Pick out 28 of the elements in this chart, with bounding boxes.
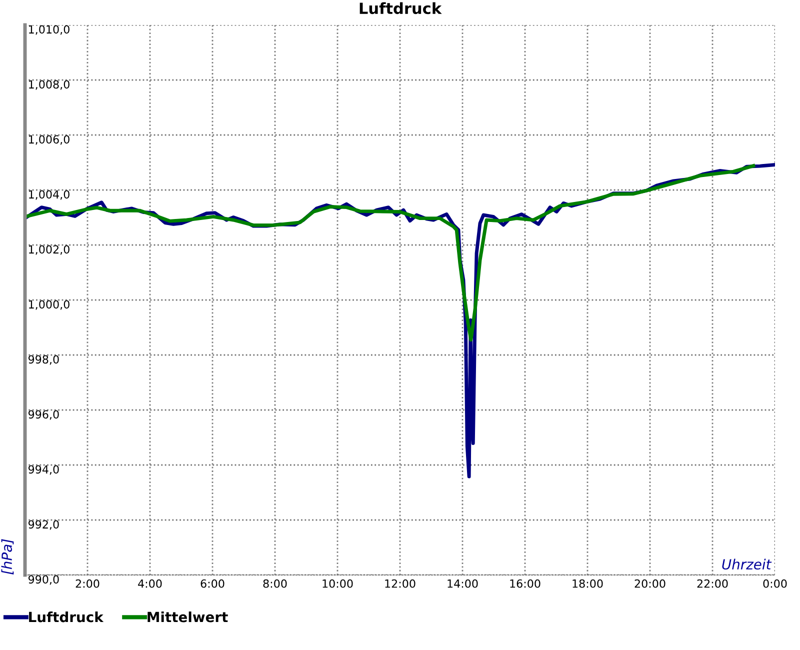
y-tick-label: 998,0	[28, 355, 59, 365]
y-tick-label: 1,002,0	[29, 245, 70, 255]
chart-title: Luftdruck	[360, 2, 442, 14]
x-tick-label: 14:00	[448, 579, 478, 588]
legend-label: Mittelwert	[148, 612, 228, 622]
y-tick-label: 990,0	[28, 575, 59, 585]
x-tick-label: 16:00	[510, 579, 540, 588]
y-tick-label: 1,010,0	[29, 25, 70, 35]
x-axis-title: Uhrzeit	[722, 558, 772, 570]
y-tick-label: 1,000,0	[29, 300, 70, 310]
x-tick-label: 10:00	[322, 579, 353, 588]
x-tick-label: 0:00	[763, 579, 787, 588]
y-tick-label: 996,0	[28, 410, 59, 420]
x-tick-label: 18:00	[572, 579, 603, 588]
x-tick-label: 12:00	[385, 579, 416, 588]
x-tick-label: 2:00	[76, 579, 100, 588]
x-tick-label: 6:00	[200, 579, 224, 588]
y-axis-title: [hPa]	[1, 539, 14, 574]
y-tick-label: 992,0	[28, 520, 59, 530]
y-tick-label: 1,006,0	[29, 135, 70, 145]
x-tick-label: 8:00	[263, 579, 287, 588]
x-tick-label: 4:00	[138, 579, 162, 588]
y-tick-label: 994,0	[28, 465, 59, 475]
x-tick-label: 20:00	[634, 579, 666, 588]
y-tick-label: 1,008,0	[29, 80, 70, 90]
x-tick-label: 22:00	[697, 579, 728, 588]
legend-label: Luftdruck	[29, 612, 104, 622]
y-tick-label: 1,004,0	[29, 190, 70, 200]
